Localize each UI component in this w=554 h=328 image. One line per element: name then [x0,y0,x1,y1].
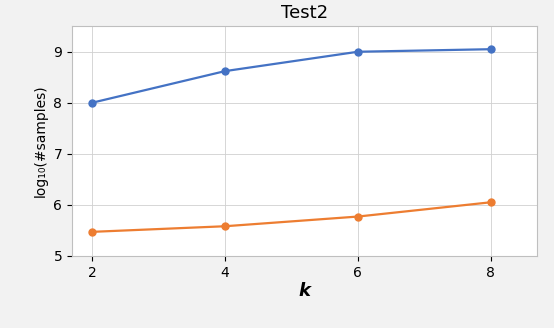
PrivatekNoisyGaussians [488,200,494,204]
Y-axis label: log₁₀(#samples): log₁₀(#samples) [34,85,48,197]
X-axis label: k: k [299,282,311,300]
PrivatekAverages [222,69,228,73]
PrivatekNoisyGaussians [89,230,95,234]
PrivatekNoisyGaussians [222,224,228,228]
Line: PrivatekNoisyGaussians: PrivatekNoisyGaussians [89,199,494,235]
Line: PrivatekAverages: PrivatekAverages [89,46,494,106]
PrivatekAverages [488,47,494,51]
PrivatekNoisyGaussians [355,215,361,218]
PrivatekAverages [355,50,361,54]
Title: Test2: Test2 [281,4,329,22]
PrivatekAverages [89,101,95,105]
